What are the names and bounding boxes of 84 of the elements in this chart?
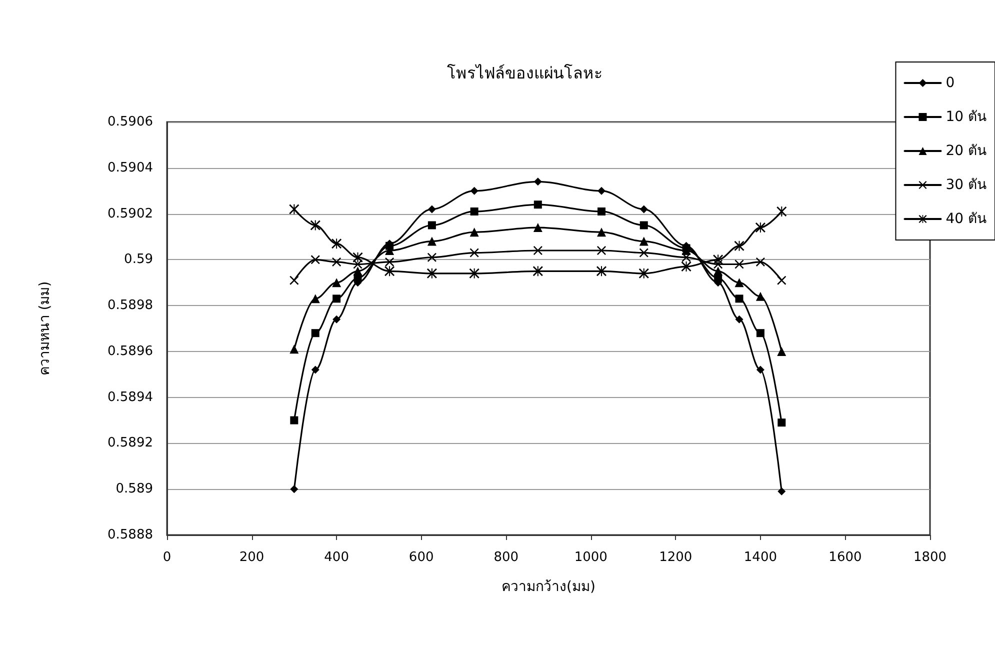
y-tick-label: 0.5904 — [108, 160, 153, 176]
y-axis-title: ความหนา (มม) — [37, 281, 53, 376]
point — [470, 228, 479, 237]
x-tick-label: 0 — [162, 550, 172, 565]
point — [310, 255, 320, 264]
point — [596, 266, 606, 276]
y-tick-label: 0.5894 — [108, 390, 153, 405]
point — [777, 276, 786, 285]
point — [332, 294, 341, 303]
point — [596, 228, 606, 237]
point — [428, 221, 436, 230]
y-tick-label: 0.5892 — [108, 436, 153, 451]
point — [734, 278, 744, 288]
point — [756, 366, 764, 374]
point — [756, 257, 765, 266]
x-axis-title: ความกว้าง(มม) — [502, 579, 596, 595]
point — [384, 266, 395, 276]
x-tick-label: 1200 — [659, 550, 692, 565]
x-tick-label: 600 — [408, 550, 434, 565]
point — [735, 315, 744, 324]
y-tick-label: 0.589 — [116, 482, 153, 497]
y-tick-label: 0.5902 — [108, 206, 153, 222]
point — [426, 268, 437, 278]
x-tick-label: 1600 — [828, 550, 862, 565]
point — [534, 178, 542, 186]
point — [470, 186, 478, 195]
point — [352, 252, 363, 262]
point — [290, 416, 298, 424]
point — [714, 260, 723, 269]
point — [290, 276, 299, 285]
point — [470, 248, 479, 258]
point — [310, 220, 320, 230]
point — [332, 278, 342, 288]
point — [776, 206, 787, 216]
point — [638, 268, 649, 278]
point — [532, 266, 543, 276]
x-tick-label: 1800 — [913, 550, 947, 565]
point — [311, 366, 320, 374]
point — [427, 236, 436, 246]
x-tick-label: 400 — [324, 550, 349, 565]
point — [756, 292, 765, 301]
y-tick-label: 0.59 — [124, 252, 153, 268]
legend-label: 40 ตัน — [946, 211, 987, 227]
point — [311, 329, 320, 338]
point — [290, 344, 299, 354]
point — [469, 268, 480, 278]
y-tick-label: 0.5896 — [108, 344, 153, 359]
point — [534, 200, 542, 209]
point — [427, 252, 436, 262]
point — [756, 329, 764, 338]
point — [332, 238, 342, 249]
point — [639, 236, 648, 246]
point — [290, 485, 298, 494]
point — [735, 294, 744, 303]
point — [470, 207, 478, 216]
point — [639, 248, 648, 258]
legend-label: 0 — [946, 75, 955, 91]
x-tick-label: 1400 — [744, 550, 777, 565]
point — [777, 346, 786, 356]
x-tick-label: 200 — [239, 550, 264, 565]
point — [778, 487, 786, 496]
point — [681, 262, 692, 272]
point — [428, 205, 436, 214]
point — [597, 186, 606, 195]
y-tick-label: 0.5906 — [108, 114, 153, 130]
point — [597, 207, 606, 216]
point — [332, 315, 341, 324]
y-tick-label: 0.5888 — [108, 528, 153, 542]
y-tick-label: 0.5898 — [108, 298, 153, 314]
point — [778, 418, 786, 427]
legend-label: 30 ตัน — [946, 177, 987, 193]
point — [640, 221, 648, 230]
x-tick-label: 800 — [494, 550, 519, 565]
legend-label: 20 ตัน — [946, 143, 987, 159]
point — [310, 294, 320, 304]
x-tick-label: 1000 — [574, 550, 608, 565]
point — [289, 204, 300, 214]
point — [734, 240, 744, 251]
point — [533, 223, 542, 232]
chart-title: โพรไฟล์ของแผ่นโลหะ — [447, 64, 603, 82]
point — [533, 246, 542, 255]
legend-label: 10 ตัน — [946, 109, 987, 125]
point — [640, 205, 648, 214]
point — [755, 222, 766, 233]
